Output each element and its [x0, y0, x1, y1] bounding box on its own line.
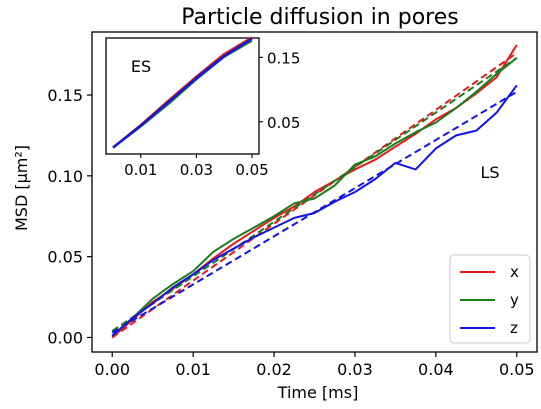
x-tick-label: 0.01 — [175, 360, 211, 379]
fit-line-5 — [111, 90, 518, 334]
chart-title: Particle diffusion in pores — [181, 5, 458, 30]
legend-label-y: y — [510, 291, 519, 309]
x-axis-label: Time [ms] — [277, 383, 359, 402]
y-axis-label: MSD [μm²] — [12, 145, 31, 231]
es-annotation: ES — [131, 57, 151, 76]
inset-x-tick-label: 0.01 — [124, 161, 157, 179]
x-tick-label: 0.04 — [418, 360, 454, 379]
inset-x-tick-label: 0.05 — [235, 161, 268, 179]
legend: xyz — [449, 254, 531, 344]
y-tick-label: 0.15 — [47, 86, 83, 105]
y-tick-label: 0.10 — [47, 167, 83, 186]
legend-label-z: z — [510, 319, 518, 337]
inset-y-tick-label: 0.15 — [267, 49, 300, 67]
x-tick-label: 0.03 — [337, 360, 373, 379]
series-line-2 — [111, 57, 518, 337]
y-tick-label: 0.05 — [47, 248, 83, 267]
inset-x-tick-label: 0.03 — [180, 161, 213, 179]
ls-annotation: LS — [480, 163, 499, 182]
x-tick-label: 0.00 — [94, 360, 130, 379]
main-plot-frame — [91, 31, 538, 353]
x-tick-label: 0.05 — [499, 360, 535, 379]
x-tick-label: 0.02 — [256, 360, 292, 379]
inset-y-tick-label: 0.05 — [267, 114, 300, 132]
fit-line-3 — [111, 57, 518, 332]
y-tick-label: 0.00 — [47, 328, 83, 347]
inset-series-line-z — [112, 37, 253, 149]
legend-label-x: x — [510, 263, 519, 281]
